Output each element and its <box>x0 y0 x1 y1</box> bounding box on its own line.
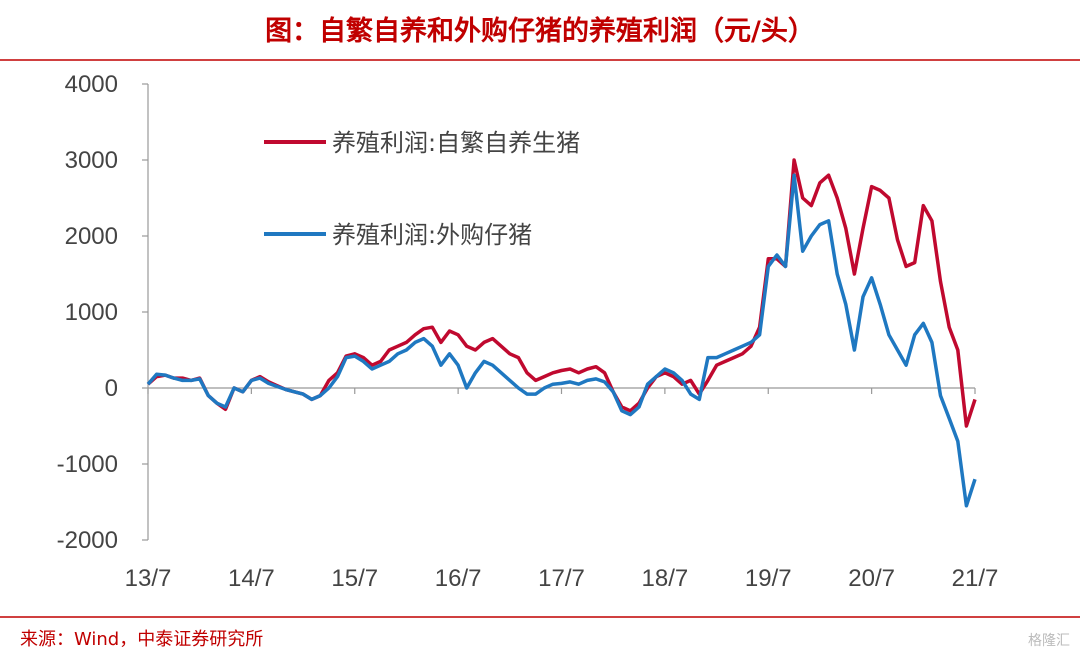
y-tick-label: 0 <box>105 375 118 402</box>
y-tick-label: -2000 <box>57 527 118 554</box>
x-tick-label: 17/7 <box>538 565 585 592</box>
y-tick-label: -1000 <box>57 451 118 478</box>
chart-title: 图：自繁自养和外购仔猪的养殖利润（元/头） <box>265 15 815 47</box>
x-tick-label: 19/7 <box>745 565 792 592</box>
y-tick-label: 1000 <box>65 299 118 326</box>
x-tick-label: 20/7 <box>848 565 895 592</box>
x-tick-label: 21/7 <box>952 565 999 592</box>
watermark: 格隆汇 <box>1028 633 1070 649</box>
series-line <box>146 173 977 508</box>
legend-label: 养殖利润:外购仔猪 <box>332 221 532 249</box>
x-tick-label: 13/7 <box>125 565 172 592</box>
y-tick-label: 2000 <box>65 223 118 250</box>
source: 来源：Wind，中泰证券研究所 <box>20 629 263 650</box>
y-tick-label: 3000 <box>65 147 118 174</box>
x-tick-label: 16/7 <box>435 565 482 592</box>
x-tick-label: 14/7 <box>228 565 275 592</box>
y-tick-label: 4000 <box>65 71 118 98</box>
x-tick-label: 15/7 <box>331 565 378 592</box>
x-tick-label: 18/7 <box>642 565 689 592</box>
legend-label: 养殖利润:自繁自养生猪 <box>332 129 580 157</box>
